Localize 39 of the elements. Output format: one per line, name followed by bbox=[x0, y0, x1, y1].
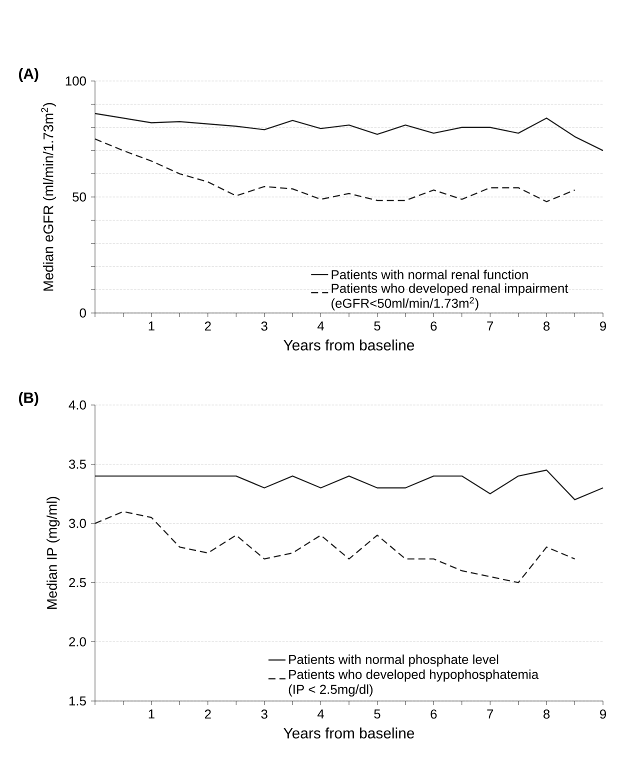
x-tick-label: 6 bbox=[430, 322, 437, 331]
x-tick-label: 7 bbox=[487, 710, 494, 718]
x-tick-label: 9 bbox=[600, 322, 606, 331]
line-series bbox=[94, 138, 576, 202]
legend-label: Patients with normal renal function bbox=[332, 270, 528, 280]
y-tick-label: 50 bbox=[72, 192, 86, 202]
y-tick-label: 0 bbox=[80, 308, 86, 318]
x-tick-label: 3 bbox=[261, 322, 268, 331]
y-tick-label: 4.0 bbox=[68, 400, 86, 410]
x-tick-label: 5 bbox=[374, 710, 380, 719]
x-tick-label: 6 bbox=[430, 710, 437, 719]
chart-title: (A) bbox=[18, 68, 38, 82]
x-tick-label: 7 bbox=[487, 322, 494, 330]
y-axis-title: Median IP (mg/ml) bbox=[46, 496, 60, 609]
x-tick-label: 2 bbox=[204, 322, 211, 331]
y-tick-label: 1.5 bbox=[69, 696, 86, 706]
legend-label: Patients who developed hypophosphatemia (IP < 2.5mg/dl) bbox=[288, 669, 539, 697]
y-tick-label: 100 bbox=[66, 76, 86, 86]
x-tick-label: 9 bbox=[600, 710, 606, 719]
x-tick-label: 1 bbox=[148, 710, 154, 718]
y-tick-label: 2.5 bbox=[69, 578, 86, 588]
chart-title: (B) bbox=[18, 392, 38, 406]
line-series bbox=[94, 510, 576, 584]
x-tick-label: 8 bbox=[544, 322, 550, 331]
y-axis-title: Median eGFR (ml/min/1.73m$^{2}$) bbox=[41, 103, 56, 291]
legend-label: Patients with normal phosphate level bbox=[289, 654, 498, 667]
legend-label: Patients who developed renal impairment (eGFR<50ml/min/1.73m$^{2}$) bbox=[332, 283, 568, 310]
x-tick-label: 8 bbox=[544, 710, 550, 719]
x-axis-title: Years from baseline bbox=[284, 340, 414, 350]
x-tick-label: 1 bbox=[148, 322, 154, 330]
x-tick-label: 4 bbox=[317, 710, 324, 718]
x-axis-title: Years from baseline bbox=[284, 728, 414, 738]
x-tick-label: 2 bbox=[204, 710, 211, 719]
y-tick-label: 3.5 bbox=[68, 460, 86, 469]
x-tick-label: 3 bbox=[261, 710, 268, 719]
x-tick-label: 4 bbox=[317, 322, 324, 330]
y-tick-label: 2.0 bbox=[69, 637, 86, 646]
y-tick-label: 3.0 bbox=[68, 518, 86, 528]
x-tick-label: 5 bbox=[374, 322, 380, 331]
